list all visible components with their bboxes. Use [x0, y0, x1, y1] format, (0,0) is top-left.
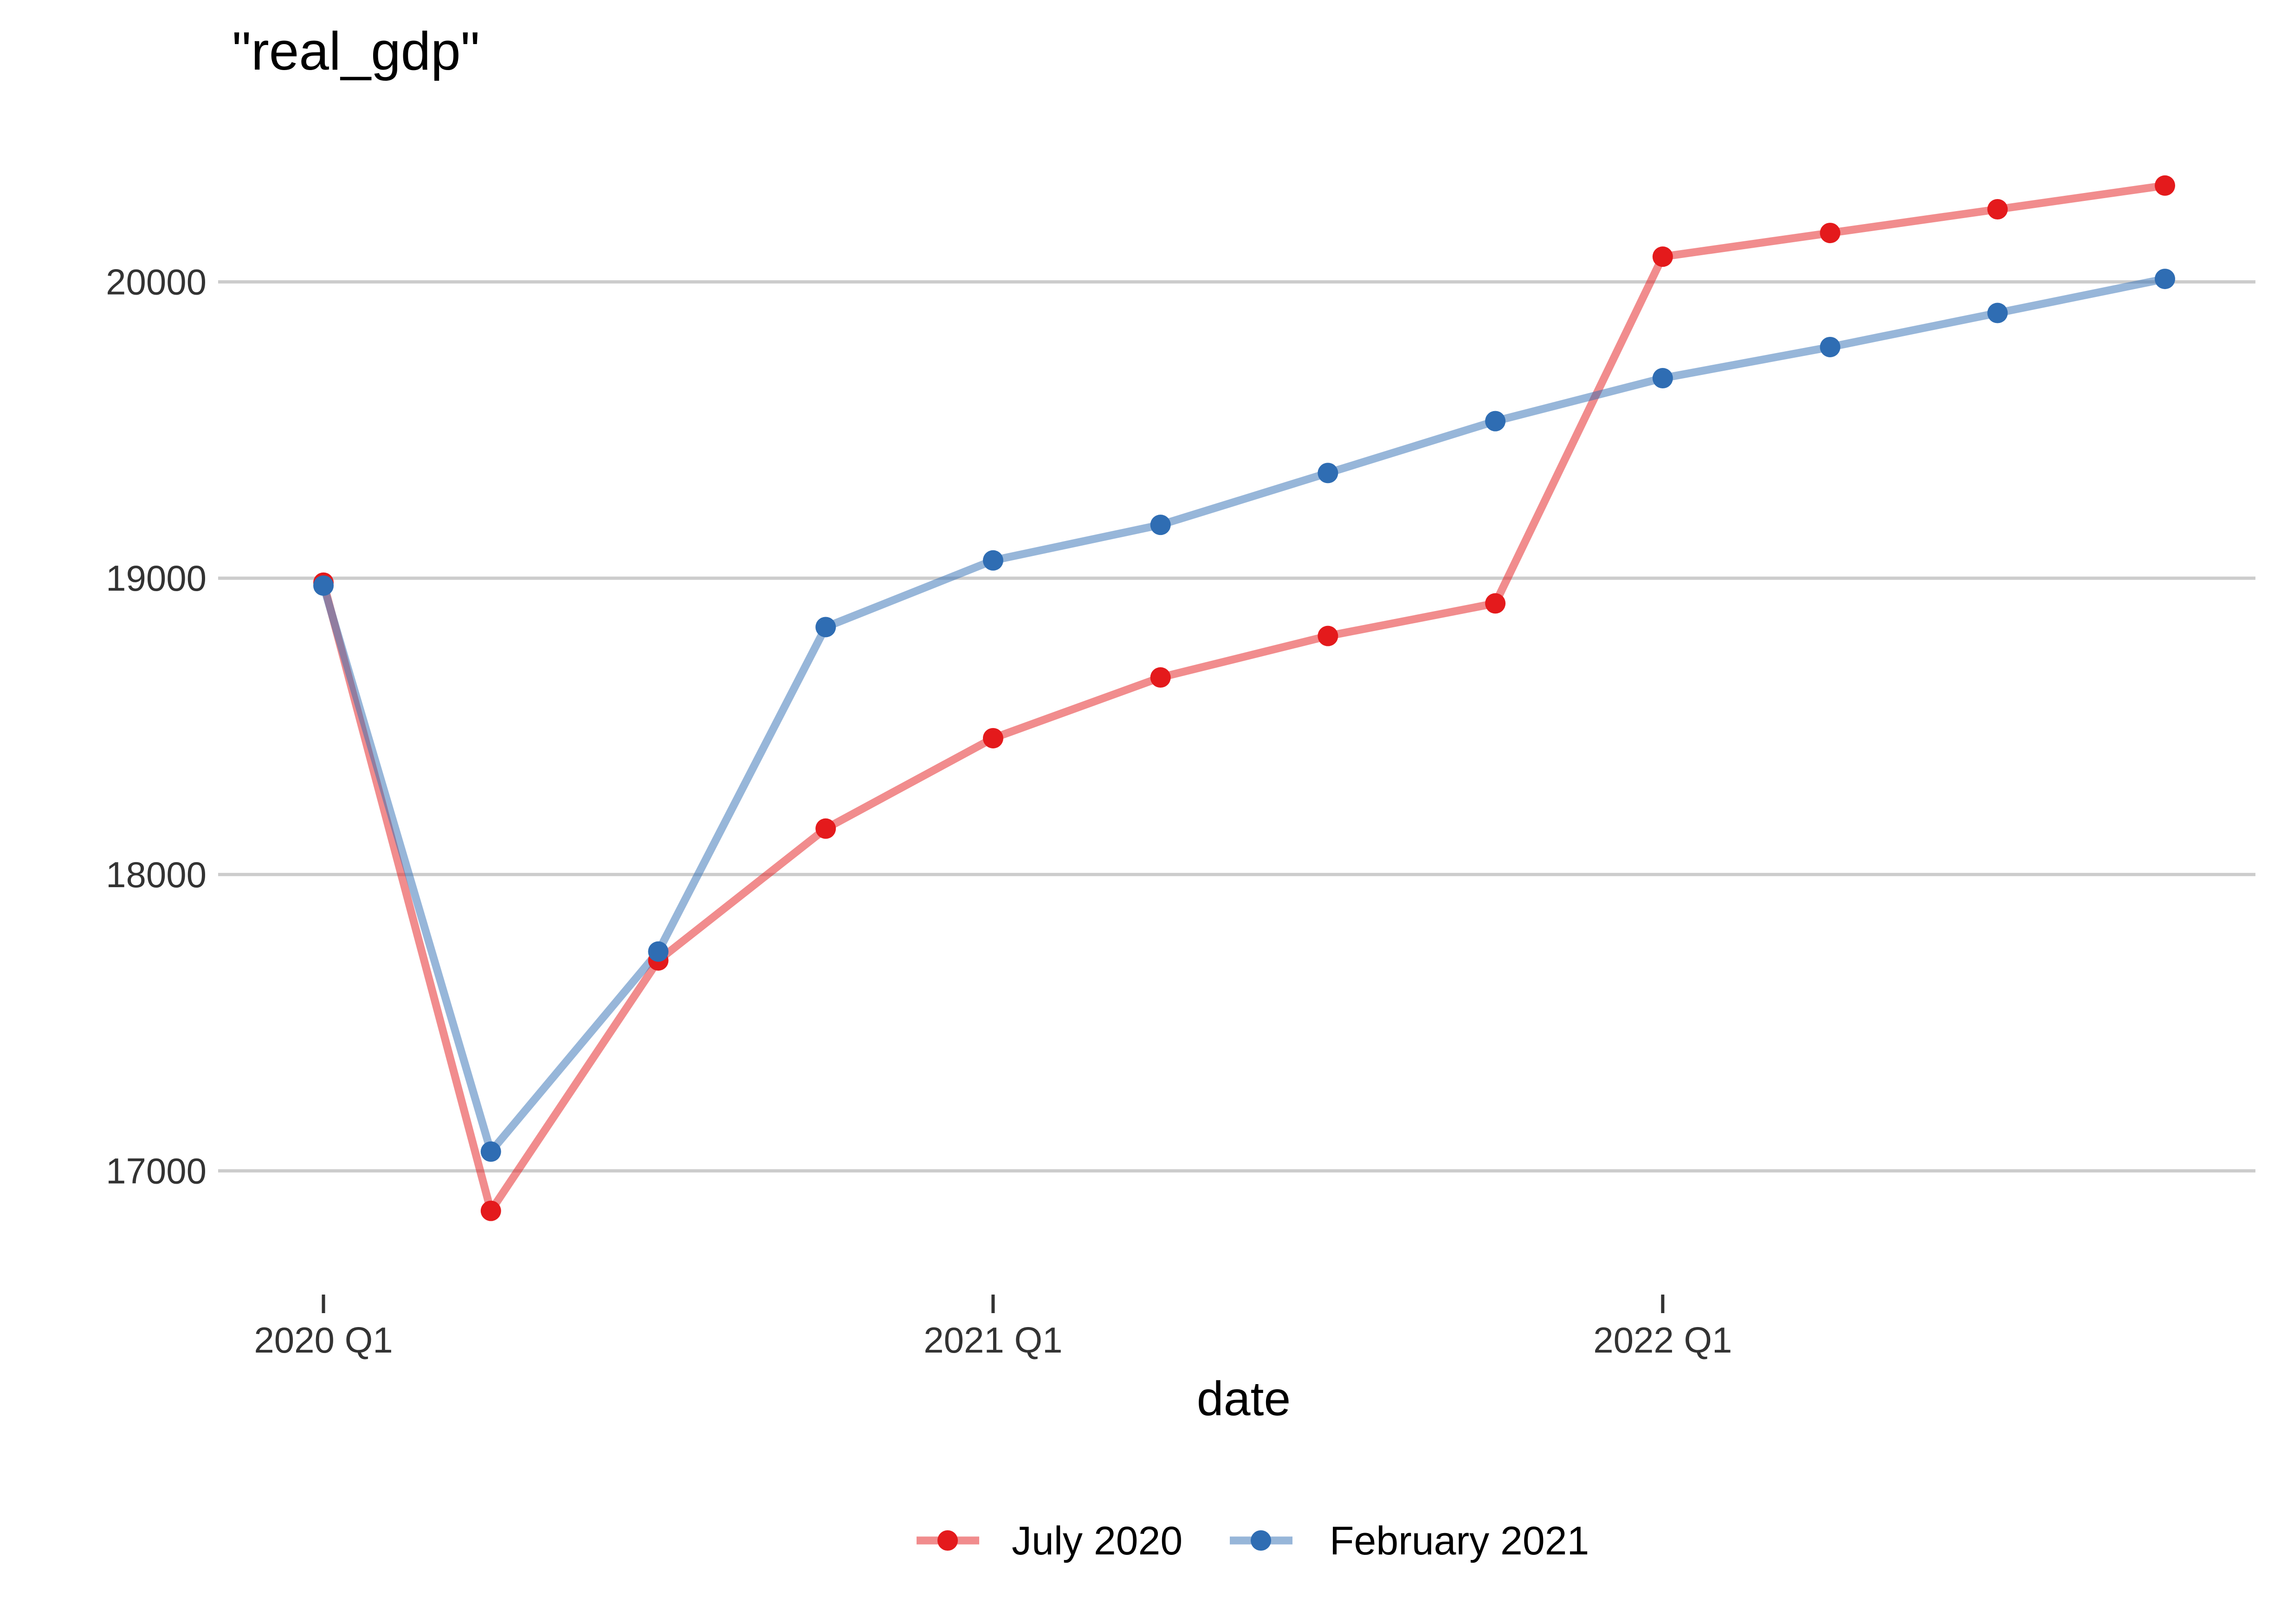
data-point: [2155, 269, 2175, 290]
data-point: [1652, 368, 1673, 389]
data-point: [1987, 303, 2008, 323]
x-tick-label: 2022 Q1: [1593, 1320, 1732, 1360]
legend-label: July 2020: [1012, 1519, 1182, 1563]
x-axis-title: date: [1197, 1372, 1291, 1426]
y-axis: 17000 18000 19000 20000: [106, 261, 207, 1191]
y-tick-label: 17000: [106, 1150, 207, 1191]
data-point: [982, 728, 1003, 748]
data-point: [1485, 593, 1506, 614]
data-point: [1150, 667, 1171, 688]
data-point: [1150, 515, 1171, 535]
data-point: [1820, 336, 1841, 357]
y-tick-label: 18000: [106, 854, 207, 895]
data-point: [648, 941, 669, 962]
legend-key-point: [937, 1530, 958, 1551]
series-points: [313, 175, 2175, 1221]
data-point: [1485, 411, 1506, 432]
y-tick-label: 19000: [106, 558, 207, 599]
data-point: [1652, 246, 1673, 267]
data-point: [480, 1200, 501, 1221]
y-tick-label: 20000: [106, 261, 207, 302]
x-tick-label: 2020 Q1: [254, 1320, 393, 1360]
data-point: [313, 575, 334, 596]
data-point: [1987, 199, 2008, 219]
legend-key-point: [1251, 1530, 1271, 1551]
data-point: [1318, 463, 1338, 483]
chart-title: "real_gdp": [232, 21, 480, 81]
data-point: [982, 550, 1003, 571]
x-tick-label: 2021 Q1: [924, 1320, 1062, 1360]
gridlines: [218, 280, 2255, 1173]
legend-label: February 2021: [1330, 1519, 1589, 1563]
data-point: [2155, 175, 2175, 196]
data-point: [815, 617, 836, 638]
data-point: [1318, 625, 1338, 646]
data-point: [480, 1141, 501, 1162]
series-line-2: [319, 275, 2166, 1156]
series-lines: [319, 181, 2166, 1215]
series-line-1: [319, 181, 2166, 1215]
data-point: [1820, 223, 1841, 244]
x-axis: 2020 Q1 2021 Q1 2022 Q1: [254, 1295, 1732, 1360]
legend: July 2020 February 2021: [917, 1519, 1589, 1563]
data-point: [815, 818, 836, 839]
